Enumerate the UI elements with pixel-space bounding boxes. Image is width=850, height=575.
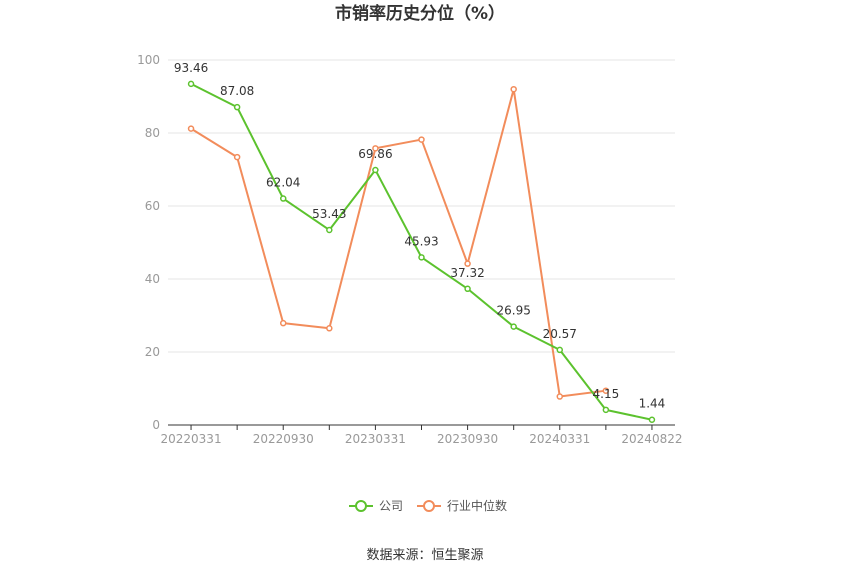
y-tick-label: 0 — [152, 418, 160, 432]
x-tick-label: 20240331 — [529, 432, 590, 446]
legend-item-industry-median[interactable]: 行业中位数 — [417, 498, 507, 513]
data-point — [602, 387, 610, 394]
series-line — [190, 82, 653, 421]
data-point — [602, 406, 610, 414]
legend-label: 公司 — [379, 499, 403, 513]
chart-title: 市销率历史分位（%） — [335, 3, 505, 24]
data-point — [233, 153, 241, 161]
data-point — [556, 393, 564, 400]
data-point — [279, 319, 287, 327]
y-tick-label: 80 — [145, 126, 160, 140]
y-tick-label: 20 — [145, 345, 160, 359]
legend[interactable]: 公司 行业中位数 — [349, 498, 507, 513]
series-company — [187, 80, 656, 423]
x-tick-label: 20230331 — [345, 432, 406, 446]
data-point — [510, 323, 517, 330]
data-point — [556, 346, 564, 354]
x-tick-label: 20220331 — [161, 432, 222, 446]
data-point — [279, 195, 287, 202]
data-point — [464, 285, 471, 293]
legend-marker-icon — [355, 500, 367, 512]
y-axis: 0 20 40 60 80 100 — [137, 53, 160, 432]
legend-item-company[interactable]: 公司 — [349, 499, 403, 513]
source-note: 数据来源：恒生聚源 — [366, 548, 483, 563]
data-point — [464, 260, 471, 267]
data-point — [648, 416, 656, 423]
data-point — [326, 325, 333, 332]
y-tick-label: 100 — [137, 53, 160, 67]
data-point — [233, 103, 241, 111]
data-point — [187, 80, 195, 88]
data-label: 93.46 — [174, 61, 208, 75]
x-tick-label: 20220930 — [253, 432, 314, 446]
data-label: 53.43 — [312, 207, 346, 221]
data-label: 26.95 — [497, 304, 531, 318]
grid-lines — [168, 59, 675, 353]
series-line — [190, 88, 606, 398]
data-label: 45.93 — [404, 234, 438, 248]
data-label: 1.44 — [639, 397, 666, 411]
y-tick-label: 40 — [145, 272, 160, 286]
x-tick-label: 20240822 — [621, 432, 682, 446]
legend-label: 行业中位数 — [447, 498, 507, 513]
data-point — [418, 136, 425, 143]
legend-marker-icon — [423, 500, 435, 512]
data-label: 20.57 — [543, 327, 577, 341]
data-point — [372, 166, 379, 174]
data-labels: 93.46 87.08 62.04 53.43 69.86 45.93 37.32 26.95… — [174, 61, 665, 411]
data-label: 62.04 — [266, 176, 300, 190]
series-layer — [187, 80, 656, 423]
y-tick-label: 60 — [145, 199, 160, 213]
data-point — [510, 85, 517, 93]
data-point — [418, 254, 425, 261]
data-label: 4.15 — [593, 387, 620, 401]
data-label: 69.86 — [358, 147, 392, 161]
data-point — [372, 145, 379, 152]
x-axis: 20220331 20220930 20230331 20230930 20240331… — [161, 424, 682, 446]
series-industry-median — [187, 85, 610, 400]
data-label: 87.08 — [220, 84, 254, 98]
data-label: 37.32 — [450, 266, 484, 280]
x-tick-label: 20230930 — [437, 432, 498, 446]
data-point — [326, 226, 333, 234]
data-point — [187, 125, 195, 132]
